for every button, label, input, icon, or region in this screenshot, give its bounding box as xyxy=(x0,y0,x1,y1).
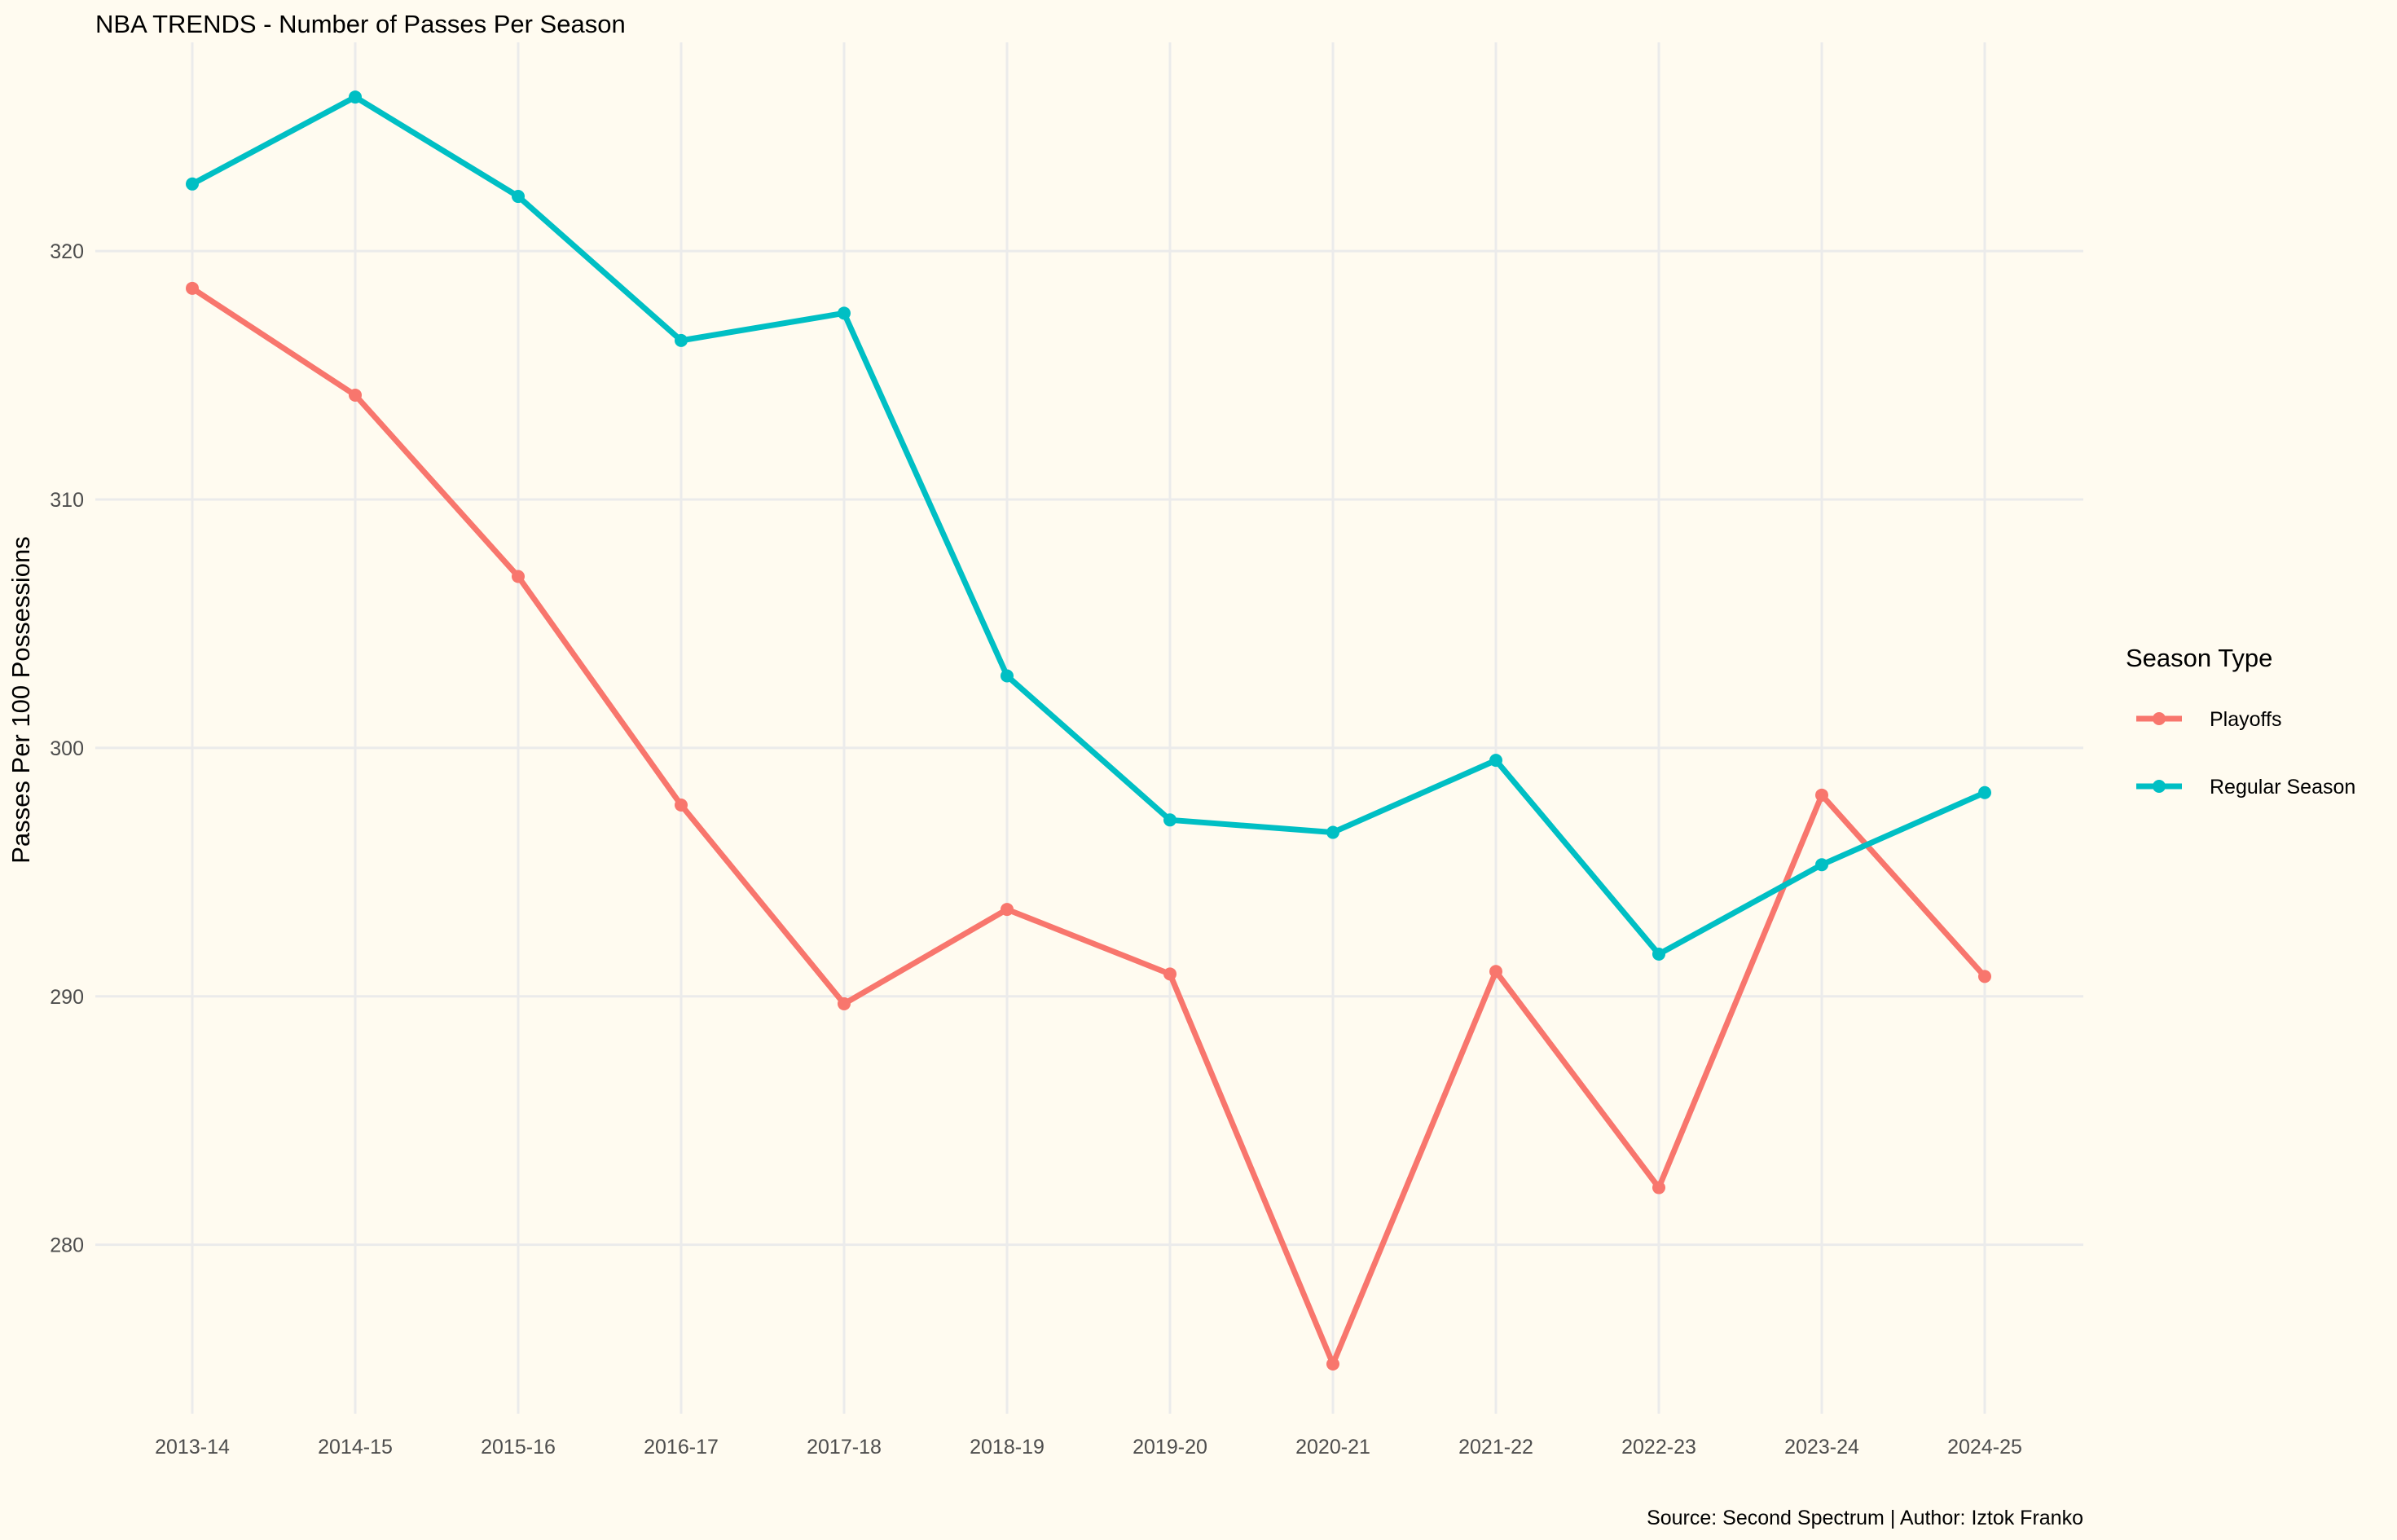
gridlines xyxy=(95,42,2083,1414)
y-tick-label-300: 300 xyxy=(50,737,84,760)
y-axis-label: Passes Per 100 Possessions xyxy=(7,536,35,864)
series-points xyxy=(186,90,1991,1371)
data-point-regular-season-2013-14 xyxy=(186,177,199,191)
series-line-playoffs xyxy=(191,285,1987,1367)
data-point-regular-season-2015-16 xyxy=(512,190,525,204)
data-point-regular-season-2023-24 xyxy=(1815,858,1828,872)
data-point-regular-season-2020-21 xyxy=(1326,825,1339,839)
x-tick-label-2015-16: 2015-16 xyxy=(481,1436,556,1459)
x-axis-ticks: 2013-14 2014-15 2015-16 2016-17 2017-18 2018-… xyxy=(155,1436,2022,1459)
data-point-playoffs-2013-14 xyxy=(186,281,199,295)
data-point-playoffs-2015-16 xyxy=(512,570,525,583)
data-point-regular-season-2018-19 xyxy=(1001,669,1014,683)
data-point-regular-season-2022-23 xyxy=(1652,947,1665,961)
data-point-playoffs-2014-15 xyxy=(349,388,362,402)
legend-key-point-playoffs xyxy=(2153,712,2166,725)
legend: Season Type Playoffs Regular Season xyxy=(2126,644,2355,799)
x-tick-label-2023-24: 2023-24 xyxy=(1784,1436,1859,1459)
data-point-playoffs-2017-18 xyxy=(838,997,851,1010)
data-point-playoffs-2019-20 xyxy=(1163,967,1177,981)
x-tick-label-2014-15: 2014-15 xyxy=(318,1436,393,1459)
x-tick-label-2019-20: 2019-20 xyxy=(1133,1436,1207,1459)
data-point-regular-season-2021-22 xyxy=(1489,754,1502,768)
x-tick-label-2022-23: 2022-23 xyxy=(1621,1436,1696,1459)
data-point-playoffs-2022-23 xyxy=(1652,1181,1665,1195)
data-point-playoffs-2023-24 xyxy=(1815,788,1828,802)
x-tick-label-2017-18: 2017-18 xyxy=(807,1436,882,1459)
x-tick-label-2016-17: 2016-17 xyxy=(644,1436,719,1459)
data-point-regular-season-2019-20 xyxy=(1163,813,1177,827)
data-point-playoffs-2021-22 xyxy=(1489,965,1502,979)
legend-title: Season Type xyxy=(2126,644,2272,672)
x-tick-label-2024-25: 2024-25 xyxy=(1947,1436,2022,1459)
legend-item-playoffs: Playoffs xyxy=(2136,708,2281,731)
series-line-regular-season xyxy=(191,94,1986,957)
data-point-playoffs-2016-17 xyxy=(675,799,688,812)
data-point-playoffs-2024-25 xyxy=(1978,970,1991,983)
legend-label-regular-season: Regular Season xyxy=(2210,776,2355,799)
y-tick-label-310: 310 xyxy=(50,489,84,512)
legend-items: Playoffs Regular Season xyxy=(2136,708,2355,799)
chart-caption: Source: Second Spectrum | Author: Iztok … xyxy=(1647,1507,2083,1529)
x-tick-label-2013-14: 2013-14 xyxy=(155,1436,230,1459)
data-point-regular-season-2016-17 xyxy=(675,333,688,347)
y-axis-ticks: 280 290 300 310 320 xyxy=(50,240,84,1257)
y-tick-label-320: 320 xyxy=(50,240,84,263)
data-point-regular-season-2014-15 xyxy=(349,90,362,104)
x-tick-label-2018-19: 2018-19 xyxy=(970,1436,1045,1459)
y-tick-label-280: 280 xyxy=(50,1234,84,1257)
legend-label-playoffs: Playoffs xyxy=(2210,708,2281,731)
data-point-regular-season-2017-18 xyxy=(838,306,851,320)
x-tick-label-2020-21: 2020-21 xyxy=(1295,1436,1370,1459)
legend-key-point-regular-season xyxy=(2153,780,2166,793)
y-tick-label-290: 290 xyxy=(50,986,84,1009)
chart-title: NBA TRENDS - Number of Passes Per Season xyxy=(95,10,626,38)
series-lines xyxy=(191,94,1987,1367)
data-point-playoffs-2018-19 xyxy=(1001,903,1014,917)
x-tick-label-2021-22: 2021-22 xyxy=(1458,1436,1533,1459)
legend-item-regular-season: Regular Season xyxy=(2136,776,2355,799)
data-point-regular-season-2024-25 xyxy=(1978,785,1991,799)
data-point-playoffs-2020-21 xyxy=(1326,1357,1339,1371)
